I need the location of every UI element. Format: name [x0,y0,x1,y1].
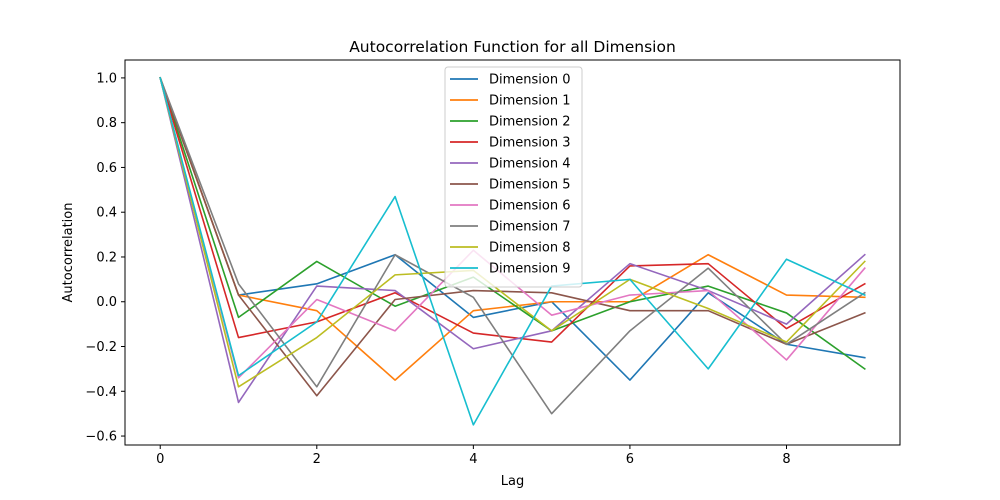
legend-label-dimension-3: Dimension 3 [489,136,571,151]
x-tick-label: 0 [156,452,164,467]
legend-label-dimension-4: Dimension 4 [489,157,571,172]
x-tick-label: 8 [782,452,790,467]
y-axis: −0.6 −0.4 −0.2 0.0 0.2 0.4 0.6 0.8 1.0 [85,71,125,445]
series-line-dimension-9 [159,76,866,426]
legend-label-dimension-5: Dimension 5 [489,178,571,193]
y-tick-label: −0.6 [85,430,117,445]
x-tick-label: 4 [469,452,477,467]
y-tick-label: 0.2 [96,250,117,265]
y-tick-label: 0.0 [96,295,117,310]
legend-box [444,66,583,288]
x-axis: 0 2 4 6 8 [156,445,791,467]
chart-title: Autocorrelation Function for all Dimensi… [349,38,676,56]
x-tick-label: 2 [313,452,321,467]
legend-label-dimension-9: Dimension 9 [489,262,571,277]
legend-label-dimension-1: Dimension 1 [489,94,571,109]
legend-label-dimension-8: Dimension 8 [489,241,571,256]
x-tick-label: 6 [626,452,634,467]
y-axis-label: Autocorrelation [61,203,76,303]
legend-label-dimension-6: Dimension 6 [489,199,571,214]
legend-label-dimension-0: Dimension 0 [489,73,571,88]
y-tick-label: −0.4 [85,385,117,400]
series-line-dimension-3 [159,76,866,343]
series-line-dimension-5 [159,76,866,397]
series-layer [159,76,866,426]
plot-frame [124,59,901,446]
y-tick-label: 0.8 [96,116,117,131]
series-line-dimension-2 [159,76,866,371]
y-tick-label: 0.6 [96,161,117,176]
series-line-dimension-8 [159,76,866,388]
y-tick-label: −0.2 [85,340,117,355]
legend: Dimension 0 Dimension 1 Dimension 2 Dimensi… [444,66,583,288]
series-line-dimension-1 [159,76,866,381]
x-axis-label: Lag [501,474,524,489]
y-tick-label: 0.4 [96,206,117,221]
legend-label-dimension-2: Dimension 2 [489,115,571,130]
legend-label-dimension-7: Dimension 7 [489,220,571,235]
y-tick-label: 1.0 [96,71,117,86]
